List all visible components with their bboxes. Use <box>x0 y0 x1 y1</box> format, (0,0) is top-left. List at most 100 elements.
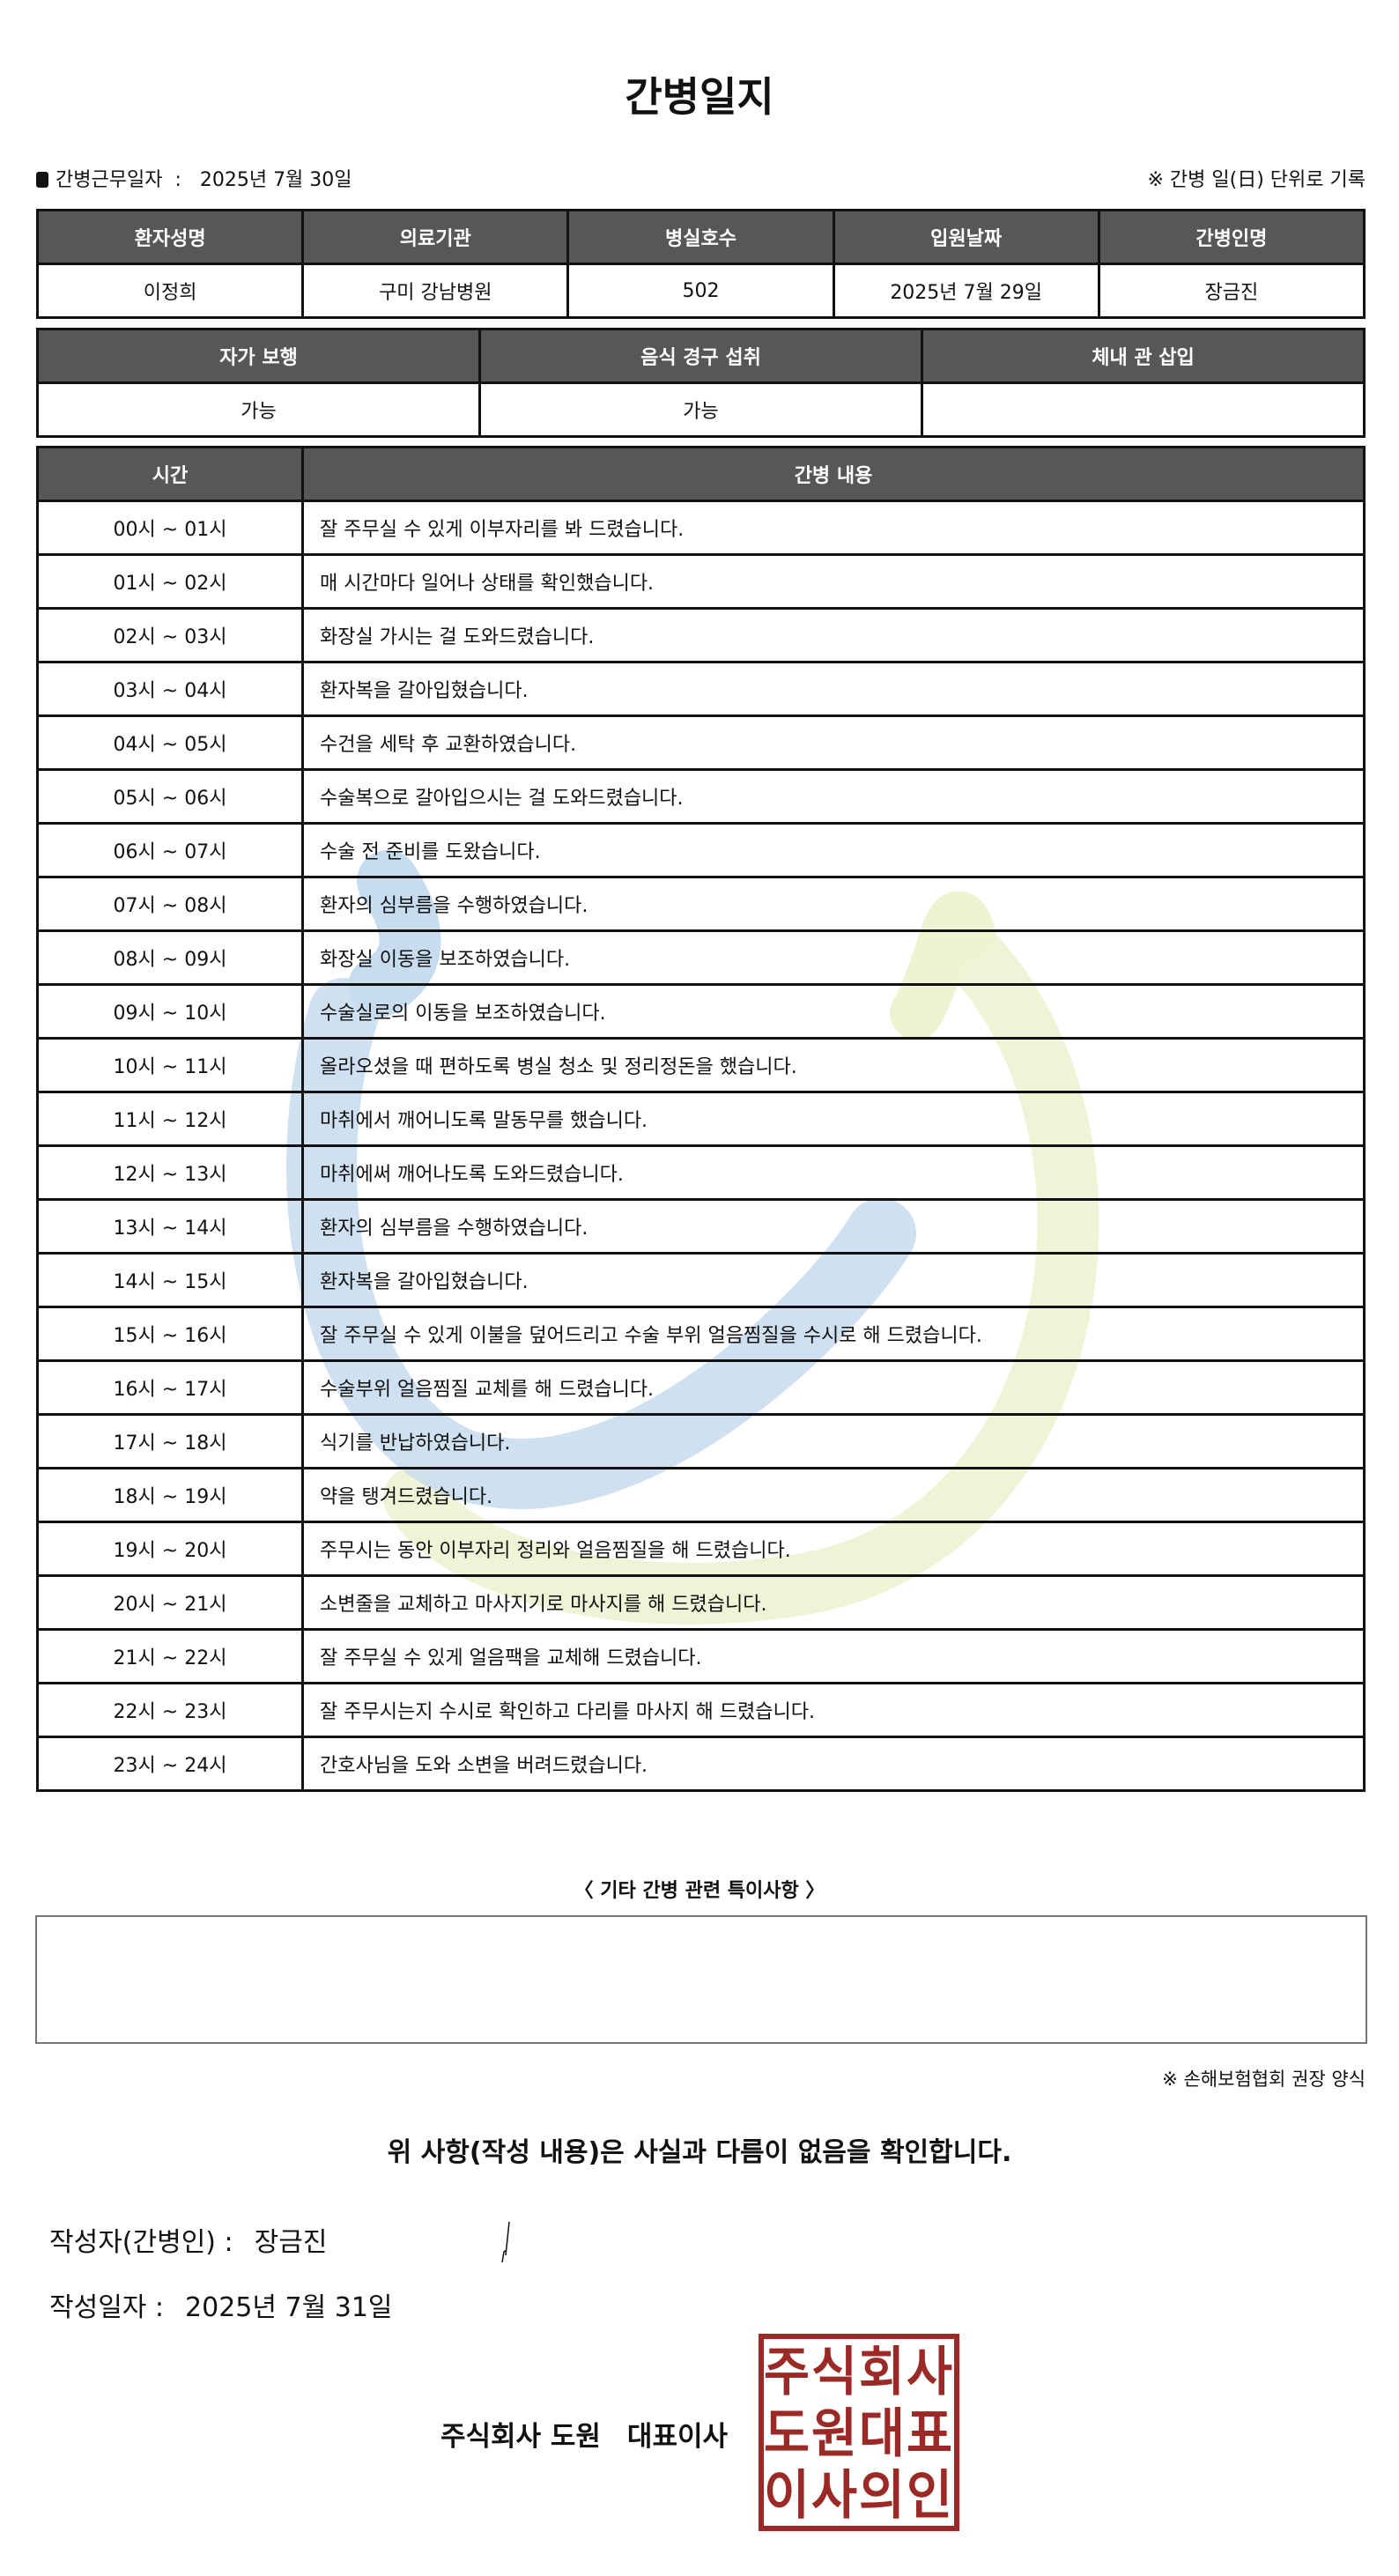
table-row: 05시 ~ 06시 수술복으로 갈아입으시는 걸 도와드렸습니다. <box>36 768 1366 825</box>
table-row: 21시 ~ 22시 잘 주무실 수 있게 얼음팩을 교체해 드렸습니다. <box>36 1628 1366 1684</box>
oral-intake-status: 가능 <box>478 381 923 438</box>
header-hospital: 의료기관 <box>301 209 570 265</box>
table-row: 04시 ~ 05시 수건을 세탁 후 교환하였습니다. <box>36 714 1366 771</box>
care-content: 수술복으로 갈아입으시는 걸 도와드렸습니다. <box>301 768 1366 825</box>
written-date-line: 작성일자 : 2025년 7월 31일 <box>49 2285 393 2324</box>
room-number: 502 <box>566 263 835 319</box>
table-row: 07시 ~ 08시 환자의 심부름을 수행하였습니다. <box>36 876 1366 932</box>
table-row: 08시 ~ 09시 화장실 이동을 보조하였습니다. <box>36 929 1366 986</box>
table-row: 14시 ~ 15시 환자복을 갈아입혔습니다. <box>36 1252 1366 1308</box>
stamp-character: 표 <box>907 2403 952 2465</box>
time-slot: 18시 ~ 19시 <box>36 1467 304 1523</box>
table-row: 15시 ~ 16시 잘 주무실 수 있게 이불을 덮어드리고 수술 부위 얼음찜질… <box>36 1306 1366 1362</box>
table-row: 02시 ~ 03시 화장실 가시는 걸 도와드렸습니다. <box>36 607 1366 663</box>
patient-info-table: 환자성명 의료기관 병실호수 입원날짜 간병인명 이정희 구미 강남병원 502… <box>35 209 1366 319</box>
notes-label: 〈 기타 간병 관련 특이사항 〉 <box>574 1880 825 1902</box>
time-slot: 07시 ~ 08시 <box>36 876 304 932</box>
work-date-value: 2025년 7월 30일 <box>199 169 352 191</box>
writer-name: 장금진 <box>254 2227 328 2258</box>
time-slot: 15시 ~ 16시 <box>36 1306 304 1362</box>
care-content: 올라오셨을 때 편하도록 병실 청소 및 정리정돈을 했습니다. <box>301 1037 1366 1093</box>
header-care-content: 간병 내용 <box>301 446 1366 502</box>
stamp-character: 대 <box>859 2403 905 2465</box>
table-row: 17시 ~ 18시 식기를 반납하였습니다. <box>36 1413 1366 1469</box>
table-row: 23시 ~ 24시 간호사님을 도와 소변을 버려드렸습니다. <box>36 1736 1366 1792</box>
admission-date: 2025년 7월 29일 <box>832 263 1100 319</box>
table-row: 00시 ~ 01시 잘 주무실 수 있게 이부자리를 봐 드렸습니다. <box>36 500 1366 556</box>
care-content: 매 시간마다 일어나 상태를 확인했습니다. <box>301 553 1366 610</box>
care-content: 식기를 반납하였습니다. <box>301 1413 1366 1469</box>
header-walking: 자가 보행 <box>36 328 481 384</box>
stamp-character: 사 <box>907 2342 952 2403</box>
time-slot: 14시 ~ 15시 <box>36 1252 304 1308</box>
care-content: 수술실로의 이동을 보조하였습니다. <box>301 983 1366 1040</box>
work-date-line: 간병근무일자 : 2025년 7월 30일 ※ 간병 일(日) 단위로 기록 <box>36 164 1366 192</box>
table-row: 06시 ~ 07시 수술 전 준비를 도왔습니다. <box>36 822 1366 878</box>
care-content: 간호사님을 도와 소변을 버려드렸습니다. <box>301 1736 1366 1792</box>
page-title: 간병일지 <box>625 73 774 121</box>
time-slot: 22시 ~ 23시 <box>36 1682 304 1738</box>
care-content: 주무시는 동안 이부자리 정리와 얼음찜질을 해 드렸습니다. <box>301 1521 1366 1577</box>
time-slot: 16시 ~ 17시 <box>36 1359 304 1416</box>
table-row: 19시 ~ 20시 주무시는 동안 이부자리 정리와 얼음찜질을 해 드렸습니다. <box>36 1521 1366 1577</box>
header-oral-intake: 음식 경구 섭취 <box>478 328 923 384</box>
walking-status: 가능 <box>36 381 481 438</box>
record-unit-note: ※ 간병 일(日) 단위로 기록 <box>1147 169 1366 191</box>
time-slot: 12시 ~ 13시 <box>36 1144 304 1201</box>
care-content: 수건을 세탁 후 교환하였습니다. <box>301 714 1366 771</box>
care-content: 환자의 심부름을 수행하였습니다. <box>301 876 1366 932</box>
stamp-character: 사 <box>811 2465 857 2527</box>
table-row: 16시 ~ 17시 수술부위 얼음찜질 교체를 해 드렸습니다. <box>36 1359 1366 1416</box>
header-admission-date: 입원날짜 <box>832 209 1100 265</box>
header-room: 병실호수 <box>566 209 835 265</box>
care-log-table: 시간 간병 내용 00시 ~ 01시 잘 주무실 수 있게 이부자리를 봐 드렸습… <box>36 446 1366 1792</box>
company-name: 주식회사 도원 <box>440 2421 601 2453</box>
time-slot: 06시 ~ 07시 <box>36 822 304 878</box>
care-content: 환자복을 갈아입혔습니다. <box>301 661 1366 717</box>
written-date: 2025년 7월 31일 <box>185 2292 393 2323</box>
time-slot: 20시 ~ 21시 <box>36 1574 304 1631</box>
care-content: 잘 주무실 수 있게 이부자리를 봐 드렸습니다. <box>301 500 1366 556</box>
work-date: 간병근무일자 : 2025년 7월 30일 <box>36 164 352 192</box>
header-caregiver: 간병인명 <box>1097 209 1366 265</box>
care-content: 화장실 이동을 보조하였습니다. <box>301 929 1366 986</box>
time-slot: 17시 ~ 18시 <box>36 1413 304 1469</box>
table-row: 13시 ~ 14시 환자의 심부름을 수행하였습니다. <box>36 1198 1366 1255</box>
table-row: 20시 ~ 21시 소변줄을 교체하고 마사지기로 마사지를 해 드렸습니다. <box>36 1574 1366 1631</box>
stamp-character: 도 <box>764 2403 810 2465</box>
time-slot: 23시 ~ 24시 <box>36 1736 304 1792</box>
time-slot: 04시 ~ 05시 <box>36 714 304 771</box>
company-seal-stamp: 주 식 회 사도 원 대 표이 사 의 인 <box>759 2334 959 2531</box>
writer-label: 작성자(간병인) : <box>49 2227 233 2258</box>
signature <box>501 2221 510 2263</box>
writer-line: 작성자(간병인) : 장금진 <box>49 2220 327 2259</box>
header-tube: 체내 관 삽입 <box>921 328 1366 384</box>
table-row: 03시 ~ 04시 환자복을 갈아입혔습니다. <box>36 661 1366 717</box>
table-row: 18시 ~ 19시 약을 탱겨드렸습니다. <box>36 1467 1366 1523</box>
ceo-title: 대표이사 <box>626 2421 729 2453</box>
time-slot: 10시 ~ 11시 <box>36 1037 304 1093</box>
time-slot: 08시 ~ 09시 <box>36 929 304 986</box>
care-content: 환자복을 갈아입혔습니다. <box>301 1252 1366 1308</box>
care-content: 마취에서 깨어니도록 말동무를 했습니다. <box>301 1091 1366 1147</box>
time-slot: 03시 ~ 04시 <box>36 661 304 717</box>
stamp-character: 회 <box>859 2342 905 2403</box>
company-signoff: 주식회사 도원 대표이사 <box>440 2414 728 2454</box>
care-content: 수술 전 준비를 도왔습니다. <box>301 822 1366 878</box>
hospital: 구미 강남병원 <box>301 263 570 319</box>
header-time: 시간 <box>36 446 304 502</box>
time-slot: 09시 ~ 10시 <box>36 983 304 1040</box>
time-slot: 05시 ~ 06시 <box>36 768 304 825</box>
table-row: 10시 ~ 11시 올라오셨을 때 편하도록 병실 청소 및 정리정돈을 했습니다… <box>36 1037 1366 1093</box>
stamp-character: 이 <box>764 2465 810 2527</box>
time-slot: 00시 ~ 01시 <box>36 500 304 556</box>
care-content: 잘 주무실 수 있게 이불을 덮어드리고 수술 부위 얼음찜질을 수시로 해 드… <box>301 1306 1366 1362</box>
stamp-character: 식 <box>811 2342 857 2403</box>
table-row: 11시 ~ 12시 마취에서 깨어니도록 말동무를 했습니다. <box>36 1091 1366 1147</box>
table-row: 22시 ~ 23시 잘 주무시는지 수시로 확인하고 다리를 마사지 해 드렸습니… <box>36 1682 1366 1738</box>
notes-box <box>35 1915 1367 2044</box>
work-date-label: 간병근무일자 <box>56 169 163 191</box>
time-slot: 21시 ~ 22시 <box>36 1628 304 1684</box>
care-content: 잘 주무실 수 있게 얼음팩을 교체해 드렸습니다. <box>301 1628 1366 1684</box>
care-content: 수술부위 얼음찜질 교체를 해 드렸습니다. <box>301 1359 1366 1416</box>
